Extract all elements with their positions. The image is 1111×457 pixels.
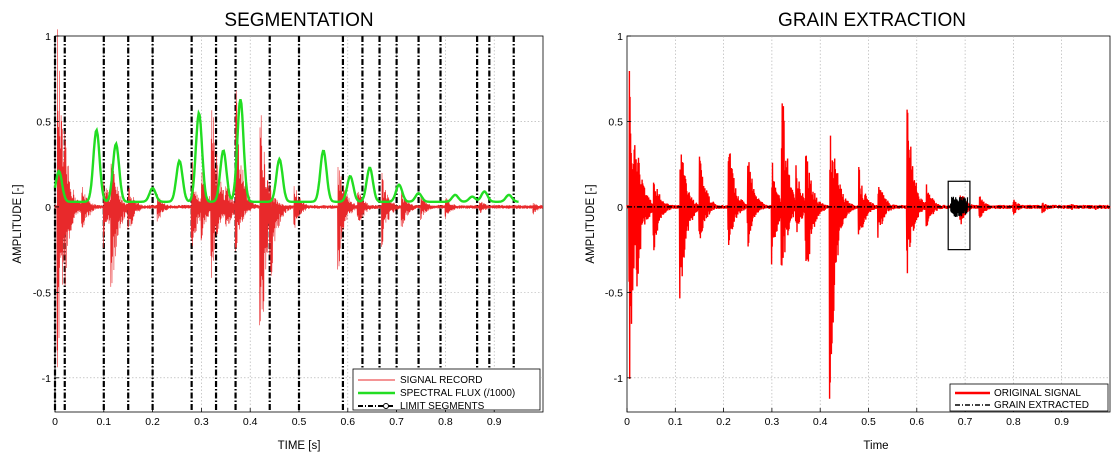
x-tick-label: 0.1 [96,416,111,428]
x-tick-label: 0.8 [1006,416,1021,428]
segmentation-y-axis-label: AMPLITUDE [-] [12,184,24,263]
y-tick-label: -1 [42,373,51,385]
x-tick-label: 0.6 [340,416,355,428]
legend-limit-segments-label: LIMIT SEGMENTS [400,401,485,412]
x-tick-label: 0.2 [716,416,731,428]
x-tick-label: 0.3 [194,416,209,428]
x-tick-label: 0.7 [389,416,404,428]
spectral-flux-trace [53,98,519,204]
segmentation-x-axis-label: TIME [s] [278,440,321,452]
x-tick-label: 0.9 [1054,416,1069,428]
x-tick-label: 0 [624,416,630,428]
legend-box [949,383,1109,412]
y-tick-label: 1 [617,31,623,43]
x-tick-label: 0.2 [145,416,160,428]
legend-signal-record-label: SIGNAL RECORD [400,375,482,386]
grain-extraction-title: GRAIN EXTRACTION [778,10,966,31]
y-tick-label: 0.5 [36,116,51,128]
x-tick-label: 0 [52,416,58,428]
y-tick-label: -0.5 [605,287,623,299]
x-tick-label: 0.5 [292,416,307,428]
legend-grain-extracted-label: GRAIN EXTRACTED [994,400,1089,411]
segmentation-title: SEGMENTATION [224,10,373,31]
y-tick-label: 0.5 [608,116,623,128]
x-tick-label: 0.5 [861,416,876,428]
x-tick-label: 0.7 [958,416,973,428]
legend-original-signal-label: ORIGINAL SIGNAL [994,388,1081,399]
legend-box [352,368,541,411]
grain-plot-area [626,35,1111,413]
x-tick-label: 0.1 [668,416,683,428]
x-tick-label: 0.4 [243,416,258,428]
grain-extracted-trace [950,196,969,218]
legend-spectral-flux-label: SPECTRAL FLUX (/1000) [400,388,515,399]
legend-limit-marker [383,403,389,409]
x-tick-label: 0.8 [438,416,453,428]
x-tick-label: 0.6 [909,416,924,428]
grain-x-axis-label: Time [863,440,888,452]
grain-extraction-panel: GRAIN EXTRACTION 0 0.1 0.2 0.3 0.4 0.5 0.6 0.7 0… [585,10,1111,452]
segmentation-legend: SIGNAL RECORD SPECTRAL FLUX (/1000) LIMI… [352,368,541,412]
x-tick-label: 0.9 [487,416,502,428]
x-tick-label: 0.4 [813,416,828,428]
y-tick-label: 0 [617,202,623,214]
grain-window-box [947,180,971,251]
segmentation-panel: SEGMENTATION 0 0.1 0.2 0.3 0.4 0.5 0.6 0.7 0.8 0.… [12,10,544,452]
signal-trace [54,29,543,368]
y-tick-label: 0 [45,202,51,214]
grain-y-axis-label: AMPLITUDE [-] [585,184,597,263]
y-tick-label: 1 [45,31,51,43]
y-tick-label: -1 [614,373,623,385]
grain-legend: ORIGINAL SIGNAL GRAIN EXTRACTED [949,383,1109,412]
x-tick-label: 0.3 [765,416,780,428]
y-tick-label: -0.5 [33,287,51,299]
